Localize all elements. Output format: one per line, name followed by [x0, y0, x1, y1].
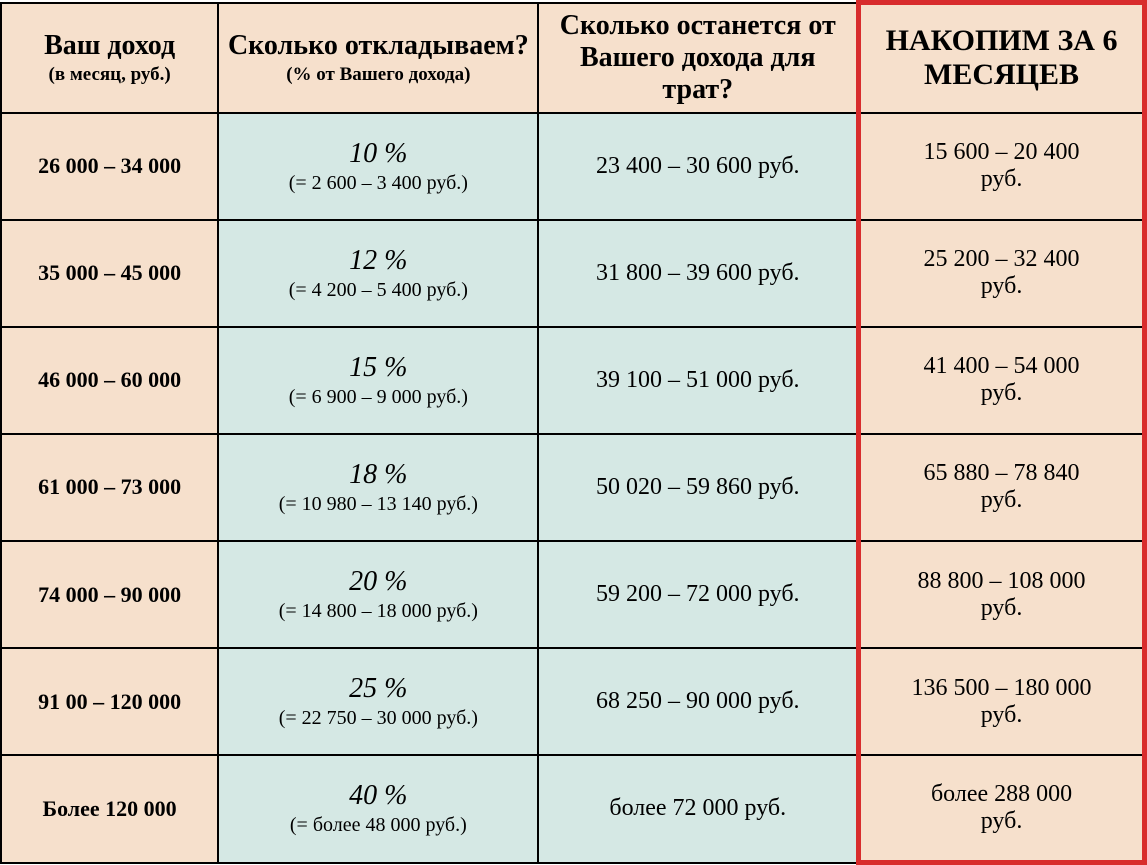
total-l2: руб. — [865, 166, 1138, 193]
save-amount: (= 4 200 – 5 400 руб.) — [223, 279, 533, 302]
cell-income: 46 000 – 60 000 — [1, 327, 218, 434]
save-amount: (= 14 800 – 18 000 руб.) — [223, 600, 533, 623]
total-l1: 25 200 – 32 400 — [865, 246, 1138, 273]
cell-remain: 59 200 – 72 000 руб. — [538, 541, 858, 648]
total-l2: руб. — [865, 808, 1138, 835]
header-income-main: Ваш доход — [6, 30, 213, 62]
total-l2: руб. — [865, 487, 1138, 514]
save-amount: (= 6 900 – 9 000 руб.) — [223, 386, 533, 409]
header-income-sub: (в месяц, руб.) — [6, 64, 213, 86]
cell-save: 40 % (= более 48 000 руб.) — [218, 755, 538, 862]
header-remain: Сколько останется от Вашего дохода для т… — [538, 3, 858, 113]
cell-income: 35 000 – 45 000 — [1, 220, 218, 327]
cell-remain: 39 100 – 51 000 руб. — [538, 327, 858, 434]
header-remain-main: Сколько останется от Вашего дохода для т… — [543, 10, 852, 106]
header-income: Ваш доход (в месяц, руб.) — [1, 3, 218, 113]
table-row: 46 000 – 60 000 15 % (= 6 900 – 9 000 ру… — [1, 327, 1145, 434]
table-row: 74 000 – 90 000 20 % (= 14 800 – 18 000 … — [1, 541, 1145, 648]
header-save-sub: (% от Вашего дохода) — [223, 64, 533, 86]
save-pct: 25 % — [223, 673, 533, 705]
save-pct: 12 % — [223, 245, 533, 277]
cell-income: 74 000 – 90 000 — [1, 541, 218, 648]
save-pct: 15 % — [223, 352, 533, 384]
cell-total: более 288 000 руб. — [859, 755, 1145, 862]
cell-save: 18 % (= 10 980 – 13 140 руб.) — [218, 434, 538, 541]
total-l1: 136 500 – 180 000 — [865, 675, 1138, 702]
total-l1: 41 400 – 54 000 — [865, 353, 1138, 380]
save-pct: 40 % — [223, 780, 533, 812]
total-l2: руб. — [865, 380, 1138, 407]
table-row: Более 120 000 40 % (= более 48 000 руб.)… — [1, 755, 1145, 862]
cell-total: 25 200 – 32 400 руб. — [859, 220, 1145, 327]
header-save-main: Сколько откладываем? — [223, 30, 533, 62]
save-pct: 10 % — [223, 138, 533, 170]
save-amount: (= 2 600 – 3 400 руб.) — [223, 172, 533, 195]
save-amount: (= более 48 000 руб.) — [223, 814, 533, 837]
cell-save: 10 % (= 2 600 – 3 400 руб.) — [218, 113, 538, 220]
table-row: 35 000 – 45 000 12 % (= 4 200 – 5 400 ру… — [1, 220, 1145, 327]
total-l1: 65 880 – 78 840 — [865, 460, 1138, 487]
header-total-main: НАКОПИМ ЗА 6 МЕСЯЦЕВ — [865, 24, 1138, 92]
savings-table: Ваш доход (в месяц, руб.) Сколько отклад… — [0, 0, 1147, 865]
cell-total: 136 500 – 180 000 руб. — [859, 648, 1145, 755]
cell-total: 65 880 – 78 840 руб. — [859, 434, 1145, 541]
save-amount: (= 10 980 – 13 140 руб.) — [223, 493, 533, 516]
header-total: НАКОПИМ ЗА 6 МЕСЯЦЕВ — [859, 3, 1145, 113]
cell-save: 15 % (= 6 900 – 9 000 руб.) — [218, 327, 538, 434]
header-save: Сколько откладываем? (% от Вашего дохода… — [218, 3, 538, 113]
total-l1: более 288 000 — [865, 781, 1138, 808]
cell-remain: 23 400 – 30 600 руб. — [538, 113, 858, 220]
table-row: 26 000 – 34 000 10 % (= 2 600 – 3 400 ру… — [1, 113, 1145, 220]
save-amount: (= 22 750 – 30 000 руб.) — [223, 707, 533, 730]
cell-remain: более 72 000 руб. — [538, 755, 858, 862]
total-l2: руб. — [865, 595, 1138, 622]
cell-income: 91 00 – 120 000 — [1, 648, 218, 755]
cell-income: Более 120 000 — [1, 755, 218, 862]
header-row: Ваш доход (в месяц, руб.) Сколько отклад… — [1, 3, 1145, 113]
cell-save: 20 % (= 14 800 – 18 000 руб.) — [218, 541, 538, 648]
table-row: 91 00 – 120 000 25 % (= 22 750 – 30 000 … — [1, 648, 1145, 755]
cell-save: 12 % (= 4 200 – 5 400 руб.) — [218, 220, 538, 327]
cell-save: 25 % (= 22 750 – 30 000 руб.) — [218, 648, 538, 755]
cell-total: 15 600 – 20 400 руб. — [859, 113, 1145, 220]
save-pct: 20 % — [223, 566, 533, 598]
cell-remain: 68 250 – 90 000 руб. — [538, 648, 858, 755]
cell-remain: 50 020 – 59 860 руб. — [538, 434, 858, 541]
cell-total: 41 400 – 54 000 руб. — [859, 327, 1145, 434]
total-l1: 88 800 – 108 000 — [865, 568, 1138, 595]
table-body: 26 000 – 34 000 10 % (= 2 600 – 3 400 ру… — [1, 113, 1145, 863]
cell-total: 88 800 – 108 000 руб. — [859, 541, 1145, 648]
save-pct: 18 % — [223, 459, 533, 491]
cell-income: 61 000 – 73 000 — [1, 434, 218, 541]
cell-income: 26 000 – 34 000 — [1, 113, 218, 220]
total-l1: 15 600 – 20 400 — [865, 139, 1138, 166]
table-row: 61 000 – 73 000 18 % (= 10 980 – 13 140 … — [1, 434, 1145, 541]
total-l2: руб. — [865, 273, 1138, 300]
cell-remain: 31 800 – 39 600 руб. — [538, 220, 858, 327]
total-l2: руб. — [865, 702, 1138, 729]
